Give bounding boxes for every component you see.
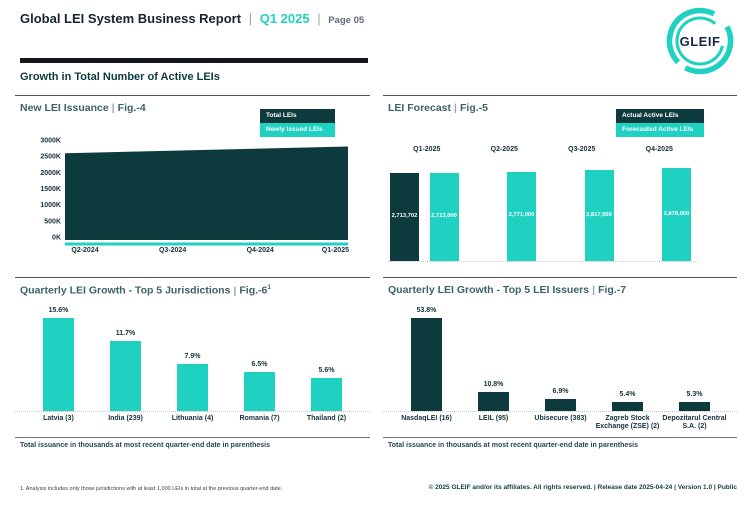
x-axis-baseline [15, 411, 370, 412]
x-axis-label: Q2-2024 [71, 247, 98, 254]
section-rule [20, 58, 368, 63]
category-label: Ubisecure (383) [534, 415, 587, 422]
growth-bar [43, 318, 74, 411]
category-label: Romania (7) [239, 415, 280, 422]
chart-title: Quarterly LEI Growth - Top 5 LEI Issuers… [388, 284, 627, 296]
forecast-bar [662, 168, 691, 261]
growth-bar [110, 341, 141, 412]
forecast-bar [584, 170, 614, 261]
bar-value-label: 2,878,000 [663, 210, 690, 217]
chart-footnote: Total issuance in thousands at most rece… [388, 442, 638, 449]
category-label: Latvia (3) [43, 415, 74, 422]
y-axis-tick: 2500K [40, 154, 61, 161]
legend: Actual Active LEIs Forecasted Active LEIs [616, 109, 704, 137]
growth-bar [177, 363, 208, 411]
report-title: Global LEI System Business Report [20, 11, 242, 26]
report-period: Q1 2025 [259, 11, 310, 26]
category-label: Thailand (2) [306, 415, 347, 422]
bar-value-label: 2,713,000 [431, 213, 457, 220]
jurisdiction-bars: 15.6% Latvia (3) 11.7% India (239) 7.9% Lithu… [15, 278, 370, 438]
growth-bar [311, 377, 342, 411]
y-axis-tick: 500K [44, 218, 61, 225]
bar-value-label: 2,817,000 [586, 211, 612, 218]
category-label: Q1-2025 [413, 146, 441, 153]
x-axis-baseline [383, 411, 737, 412]
y-axis-tick: 3000K [40, 137, 61, 144]
percent-label: 6.9% [552, 388, 569, 396]
area-chart: 0K 500K 1000K 1500K 2000K 2500K 3000K Q2-2024 Q3… [40, 137, 349, 254]
chart-title: New LEI Issuance | Fig.-4 [20, 102, 146, 114]
issuer-bars: 53.8% NasdaqLEI (16) 10.8% LEIL (95) 6.9% Ubi… [383, 278, 737, 438]
gleif-logo: GLEIF [664, 5, 736, 77]
copyright-line: © 2025 GLEIF and/or its affiliates. All … [428, 484, 737, 491]
category-label: Depozitarul Central S.A. (2) [662, 415, 727, 431]
y-axis-tick: 1000K [40, 202, 61, 209]
growth-bar [545, 399, 576, 411]
x-axis-label: Q1-2025 [322, 247, 349, 254]
category-label: Zagreb Stock Exchange (ZSE) (2) [595, 415, 660, 431]
gleif-logo-rings [666, 7, 734, 75]
growth-bar [244, 372, 275, 412]
header-separator: | [248, 11, 253, 26]
chart-title: LEI Forecast | Fig.-5 [388, 102, 488, 114]
forecast-bars: Q1-2025 2,713,702 2,713,000 Q2-2025 2,771,00… [383, 96, 737, 268]
x-axis-baseline [388, 261, 698, 262]
category-label: LEIL (95) [478, 415, 509, 422]
percent-label: 15.6% [48, 307, 69, 314]
report-header: Global LEI System Business Report | Q1 2… [20, 11, 364, 26]
forecast-bar [429, 173, 459, 261]
legend-item: Forecasted Active LEIs [616, 123, 704, 137]
actual-bar [390, 173, 419, 261]
total-leis-area [65, 146, 348, 240]
chart-title: Quarterly LEI Growth - Top 5 Jurisdictio… [20, 284, 271, 297]
header-separator: | [317, 11, 321, 26]
y-axis-tick: 1500K [40, 186, 61, 193]
footnote-marker: 1 [267, 284, 271, 291]
legend-item: Actual Active LEIs [616, 109, 704, 123]
panel-lei-forecast: LEI Forecast | Fig.-5 Actual Active LEIs Fo… [383, 95, 737, 268]
growth-bar [478, 392, 509, 411]
footnote-divider [383, 437, 737, 438]
percent-label: 10.8% [483, 381, 504, 389]
growth-bar [612, 401, 643, 411]
bar-value-label: 2,771,000 [508, 212, 535, 219]
legend: Total LEIs Newly Issued LEIs [260, 109, 335, 137]
percent-label: 11.7% [115, 330, 136, 338]
x-axis-label: Q4-2024 [247, 247, 274, 254]
page-number: Page 05 [328, 15, 365, 26]
x-axis-label: Q3-2024 [159, 247, 186, 254]
gleif-logo-text: GLEIF [679, 33, 721, 49]
forecast-bar [507, 171, 536, 261]
percent-label: 5.6% [318, 366, 335, 374]
category-label: Q4-2025 [645, 146, 673, 153]
y-axis-tick: 0K [52, 235, 61, 242]
panel-top5-issuers: Quarterly LEI Growth - Top 5 LEI Issuers… [383, 277, 737, 463]
growth-bar [679, 401, 710, 411]
newly-issued-band [65, 242, 348, 246]
section-title: Growth in Total Number of Active LEIs [20, 71, 220, 83]
footnote-divider [15, 437, 370, 438]
legend-item: Total LEIs [260, 109, 335, 123]
bar-value-label: 2,713,702 [391, 213, 418, 220]
category-label: NasdaqLEI (16) [401, 415, 452, 422]
y-axis-tick: 2000K [40, 170, 61, 177]
percent-label: 5.3% [686, 390, 703, 398]
legend-item: Newly Issued LEIs [260, 123, 335, 137]
chart-footnote: Total issuance in thousands at most rece… [20, 442, 270, 449]
percent-label: 6.5% [251, 361, 268, 369]
panel-top5-jurisdictions: Quarterly LEI Growth - Top 5 Jurisdictio… [15, 277, 370, 463]
category-label: India (239) [108, 415, 143, 422]
category-label: Q3-2025 [568, 146, 596, 153]
analysis-footnote: 1. Analysis includes only those jurisdic… [20, 486, 283, 492]
panel-new-lei-issuance: New LEI Issuance | Fig.-4 Total LEIs Newly … [15, 95, 370, 268]
percent-label: 5.4% [619, 390, 636, 398]
category-label: Q2-2025 [490, 146, 518, 153]
percent-label: 53.8% [416, 307, 437, 314]
percent-label: 7.9% [184, 352, 201, 360]
category-label: Lithuania (4) [171, 415, 214, 422]
growth-bar [411, 318, 442, 411]
